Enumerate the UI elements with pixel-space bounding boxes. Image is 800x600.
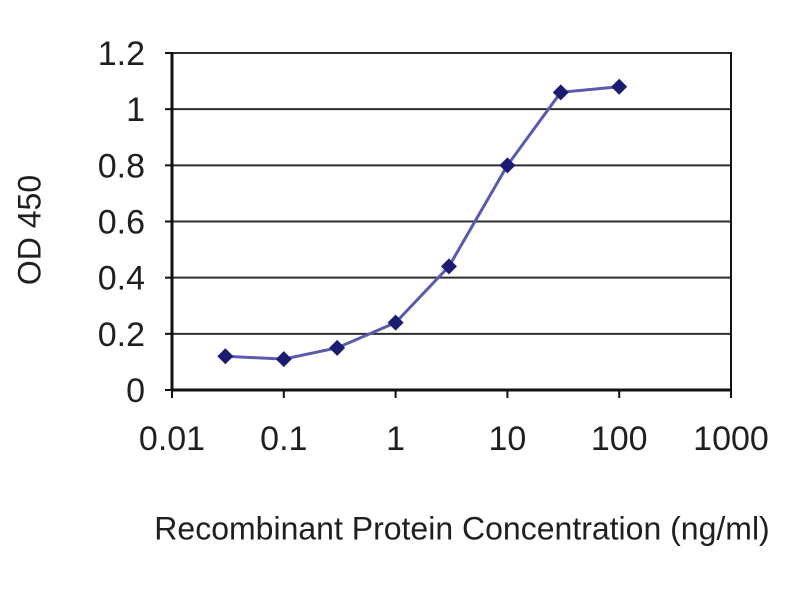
data-point-marker bbox=[552, 84, 569, 101]
series-line bbox=[225, 85, 620, 361]
data-point-marker bbox=[387, 314, 404, 331]
x-tick-label: 1 bbox=[386, 420, 405, 458]
y-axis-title: OD 450 bbox=[11, 174, 48, 286]
y-tick-label: 0.8 bbox=[98, 147, 145, 185]
data-point-marker bbox=[275, 351, 292, 368]
y-tick-label: 0 bbox=[126, 372, 145, 410]
y-tick-label: 1 bbox=[126, 91, 145, 129]
x-tick-label: 1000 bbox=[693, 420, 769, 458]
data-point-marker bbox=[499, 157, 516, 174]
x-tick-label: 0.1 bbox=[260, 420, 307, 458]
data-point-marker bbox=[440, 258, 457, 275]
y-tick-label: 0.2 bbox=[98, 316, 145, 354]
x-tick-label: 0.01 bbox=[139, 420, 205, 458]
x-tick-label: 100 bbox=[591, 420, 648, 458]
y-tick-label: 0.4 bbox=[98, 260, 145, 298]
data-point-marker bbox=[329, 339, 346, 356]
data-point-marker bbox=[217, 348, 234, 365]
x-axis-title: Recombinant Protein Concentration (ng/ml… bbox=[154, 510, 770, 547]
y-tick-label: 1.2 bbox=[98, 35, 145, 73]
x-tick-label: 10 bbox=[488, 420, 526, 458]
data-point-marker bbox=[611, 78, 628, 95]
y-tick-label: 0.6 bbox=[98, 204, 145, 242]
